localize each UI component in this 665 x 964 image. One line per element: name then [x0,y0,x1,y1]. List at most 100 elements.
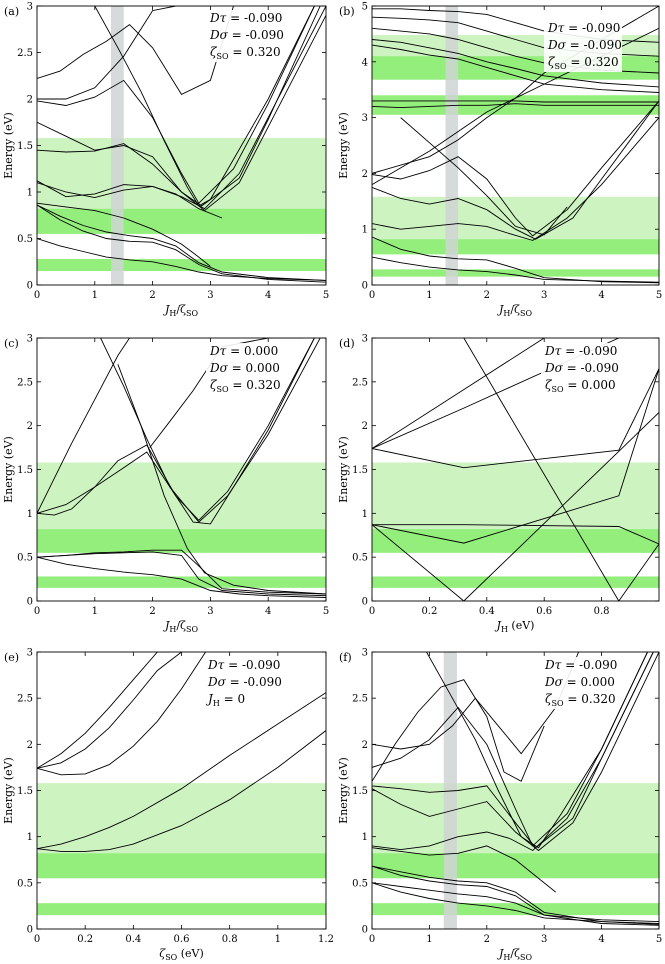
parameter-annotation-2: JH = 0 [205,692,245,708]
annotation-background [204,657,282,709]
energy-level-curve-1 [372,368,659,544]
panel-label: (a) [4,5,19,18]
x-tick-label: 1 [275,934,281,945]
y-tick-label: 1.5 [352,465,368,476]
x-tick-label: 0.8 [222,934,238,945]
y-tick-label: 0 [27,925,33,936]
y-tick-label: 0 [362,597,368,608]
x-tick-label: 1 [92,290,98,301]
panel-b: 0 1 2 3 4 5 0 1 2 3 4 5 (b) Energy (eV) [337,2,662,302]
parameter-annotation-2: ζSO = 0.320 [545,692,616,708]
y-tick-label: 1.5 [17,141,33,152]
energy-level-curve-6 [372,652,659,852]
y-tick-label: 0.5 [352,878,368,889]
energy-level-curve-5 [37,6,326,210]
parameter-annotation-1: Dσ = 0.000 [209,361,280,375]
energy-level-curve-4 [37,182,223,219]
energy-level-curve-9 [372,39,659,88]
parameter-annotation-0: Dτ = -0.090 [207,658,280,672]
energy-level-curve-9 [372,679,545,782]
panel-label: (f) [339,651,352,664]
energy-level-curve-6 [37,15,326,212]
x-tick-label: 5 [323,606,329,617]
y-tick-label: 1 [27,188,33,199]
energy-band-strong-1 [372,853,659,879]
energy-level-curve-8 [372,44,659,93]
y-tick-label: 3 [27,648,33,659]
parameter-annotation-0: Dτ = -0.090 [547,21,620,35]
y-tick-label: 3 [362,334,368,345]
highlight-vband [443,652,457,929]
x-axis-label: JH/ζSO [497,947,533,962]
x-axis-label: JH/ζSO [163,303,199,318]
x-tick-label: 4 [598,934,604,945]
y-axis-label: Energy (eV) [2,757,15,824]
panel-label: (c) [4,337,19,350]
parameter-annotation-2: ζSO = 0.320 [210,378,281,394]
y-tick-label: 0.5 [17,878,33,889]
energy-level-curve-4 [372,100,659,237]
y-tick-label: 2 [362,169,368,180]
parameter-annotation-0: Dτ = -0.090 [544,344,617,358]
y-tick-label: 4 [362,57,368,68]
y-tick-label: 0.5 [352,553,368,564]
plot-area-c [37,338,326,598]
panel-label: (b) [339,5,355,18]
x-tick-label: 2 [149,606,155,617]
y-tick-label: 2 [27,95,33,106]
energy-band-strong-1 [37,208,326,234]
panel-a: 0 1 2 3 4 5 0 0.5 1 1.5 2 2.5 3 (a) Energy (eV) [2,2,329,302]
x-tick-label: 1 [92,606,98,617]
energy-level-curve-2 [372,882,659,924]
x-tick-label: 0 [369,934,375,945]
panel-e: 0 0.2 0.4 0.6 0.8 1 1.2 0 0.5 1 1.5 2 2.5 3 (e) Energy … [2,648,334,946]
plot-area-d [372,338,659,601]
x-axis-label: JH (eV) [495,619,535,634]
energy-level-curve-8 [117,364,326,595]
energy-band-strong-2 [372,576,659,588]
y-tick-label: 1.5 [17,465,33,476]
y-tick-label: 2 [27,421,33,432]
energy-level-curve-7 [372,652,654,849]
energy-level-curve-5 [37,338,153,514]
plot-area-f [372,652,659,929]
energy-level-curve-4 [37,652,170,769]
axes-frame [371,5,660,286]
annotation-background [206,10,284,62]
y-tick-label: 2.5 [352,694,368,705]
energy-level-curve-5 [400,117,568,236]
energy-band-strong-2 [37,903,326,916]
energy-level-curve-2 [372,117,659,241]
x-tick-label: 2 [484,934,490,945]
y-tick-label: 1 [362,509,368,520]
x-tick-label: 0.2 [77,934,93,945]
y-tick-label: 2.5 [17,48,33,59]
y-tick-label: 1.5 [352,786,368,797]
y-tick-label: 0 [27,597,33,608]
x-tick-label: 0.8 [594,606,610,617]
y-tick-label: 3 [362,648,368,659]
parameter-annotation-0: Dτ = 0.000 [209,344,278,358]
x-tick-label: 0 [369,290,375,301]
energy-level-curve-0 [37,204,326,283]
x-tick-label: 0.4 [125,934,141,945]
highlight-vband [445,6,459,285]
energy-level-curve-10 [372,652,580,755]
energy-level-curve-9 [37,6,234,95]
energy-band-strong-4 [372,239,659,255]
y-tick-label: 2.5 [352,377,368,388]
y-axis-label: Energy (eV) [337,436,350,503]
plot-area-e [37,652,326,916]
x-tick-label: 3 [541,290,547,301]
energy-level-curve-0 [37,730,326,852]
energy-band-strong-5 [372,269,659,277]
energy-level-curve-1 [37,204,326,281]
y-tick-label: 2 [27,740,33,751]
energy-level-curve-2 [372,524,659,545]
energy-band-strong-2 [372,903,659,916]
plot-area-a [37,6,326,285]
parameter-annotation-1: Dσ = -0.090 [209,28,284,42]
x-tick-label: 3 [207,606,213,617]
y-tick-label: 1 [362,832,368,843]
x-tick-label: 5 [323,290,329,301]
